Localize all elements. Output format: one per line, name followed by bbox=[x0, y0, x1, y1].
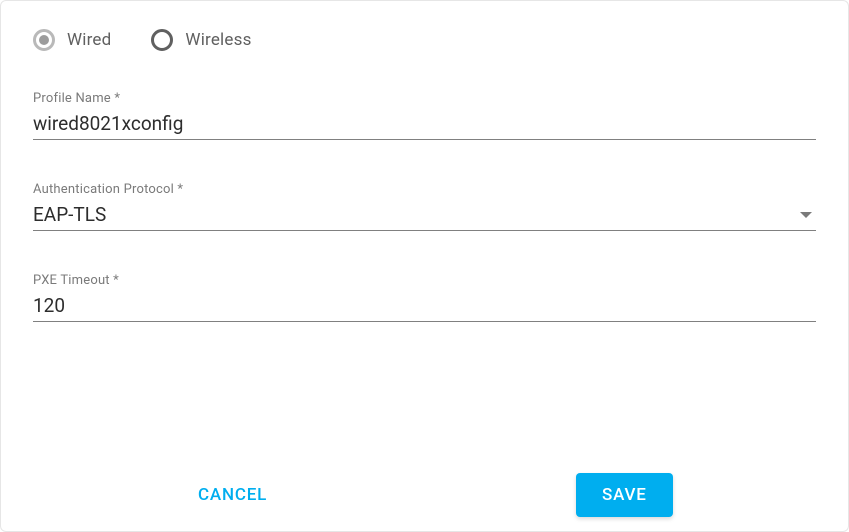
radio-wireless-label: Wireless bbox=[185, 30, 251, 50]
pxe-timeout-row bbox=[33, 294, 816, 322]
pxe-timeout-label: PXE Timeout * bbox=[33, 273, 816, 288]
profile-name-input[interactable] bbox=[33, 112, 816, 135]
chevron-down-icon bbox=[800, 212, 812, 218]
cancel-button[interactable]: CANCEL bbox=[186, 475, 279, 515]
connection-type-radio-row: Wired Wireless bbox=[33, 29, 816, 51]
auth-protocol-field: Authentication Protocol * EAP-TLS bbox=[33, 182, 816, 231]
profile-name-field: Profile Name * bbox=[33, 91, 816, 140]
profile-name-row bbox=[33, 112, 816, 140]
config-card: Wired Wireless Profile Name * Authentica… bbox=[0, 0, 849, 532]
profile-name-label: Profile Name * bbox=[33, 91, 816, 106]
radio-wireless[interactable]: Wireless bbox=[151, 29, 251, 51]
radio-wired-label: Wired bbox=[67, 30, 111, 50]
radio-wired[interactable]: Wired bbox=[33, 29, 111, 51]
pxe-timeout-input[interactable] bbox=[33, 294, 816, 317]
auth-protocol-value: EAP-TLS bbox=[33, 203, 800, 226]
save-button[interactable]: SAVE bbox=[576, 473, 673, 517]
radio-selected-icon bbox=[33, 29, 55, 51]
auth-protocol-label: Authentication Protocol * bbox=[33, 182, 816, 197]
radio-unselected-icon bbox=[151, 29, 173, 51]
auth-protocol-select[interactable]: EAP-TLS bbox=[33, 203, 816, 231]
pxe-timeout-field: PXE Timeout * bbox=[33, 273, 816, 322]
